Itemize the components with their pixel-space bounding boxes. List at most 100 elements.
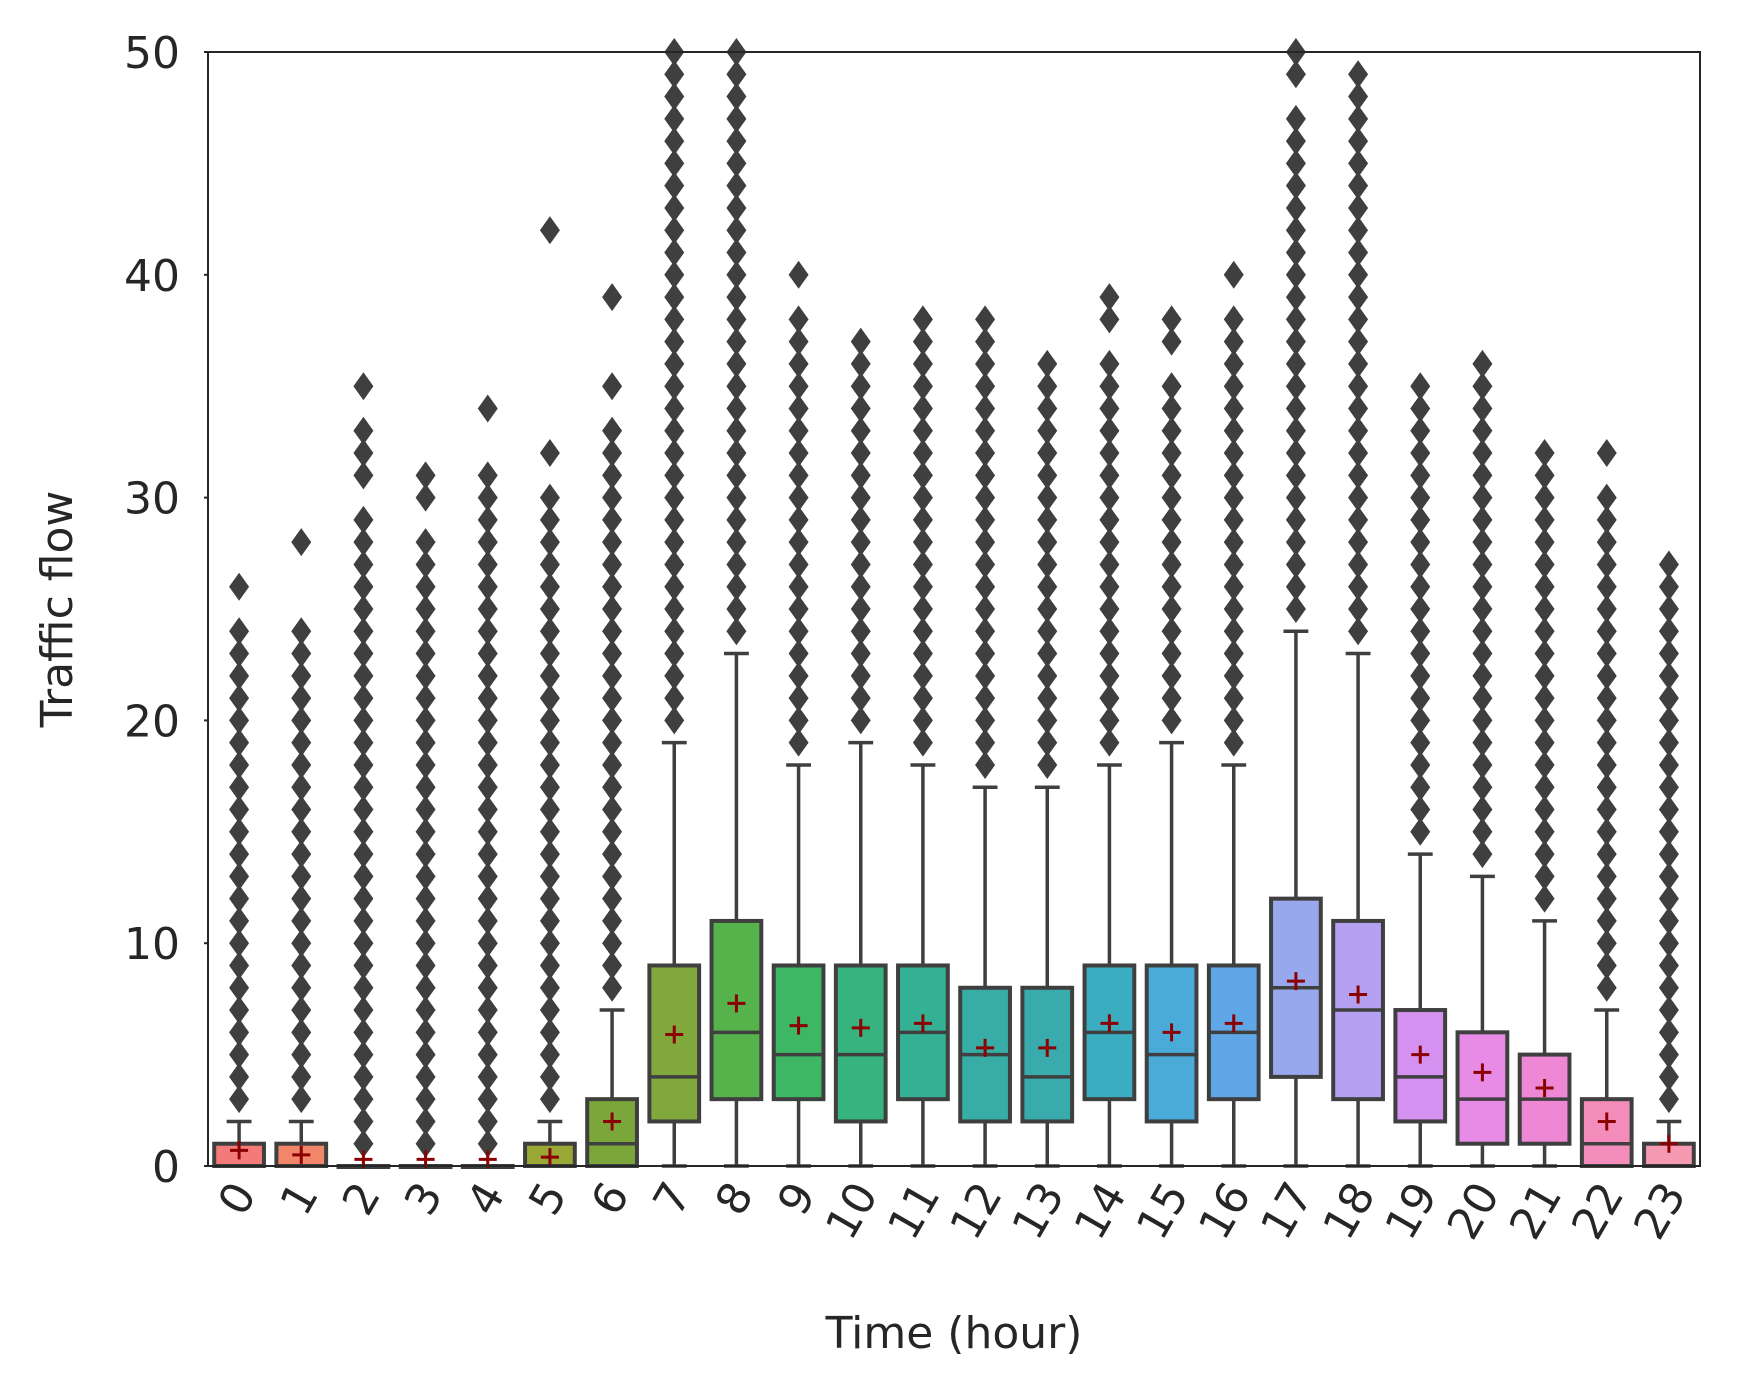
outlier-point [850, 416, 871, 445]
outlier-point [1534, 684, 1555, 713]
outlier-point [602, 728, 623, 757]
outlier-point [664, 60, 685, 89]
outlier-point [975, 372, 996, 401]
outlier-point [415, 461, 436, 490]
outlier-point [602, 572, 623, 601]
outlier-point [415, 862, 436, 891]
outlier-point [291, 884, 312, 913]
outlier-point [539, 528, 560, 557]
outlier-point [477, 773, 498, 802]
outlier-point [975, 706, 996, 735]
outlier-point [539, 1062, 560, 1091]
outlier-point [975, 550, 996, 579]
outlier-point [1285, 305, 1306, 334]
outlier-point [415, 550, 436, 579]
outlier-point [1472, 817, 1493, 846]
outlier-point [726, 193, 747, 222]
outlier-point [1161, 550, 1182, 579]
outlier-point [1285, 595, 1306, 623]
outlier-point [1037, 372, 1058, 401]
outlier-point [1223, 595, 1244, 623]
outlier-point [788, 483, 809, 512]
outlier-point [353, 461, 374, 490]
outlier-point [1223, 394, 1244, 423]
mean-marker [1411, 1045, 1430, 1064]
outlier-point [726, 461, 747, 490]
outlier-point [415, 528, 436, 557]
outlier-point [1161, 439, 1182, 468]
outlier-point [1161, 416, 1182, 445]
outlier-point [1037, 572, 1058, 601]
outlier-point [1348, 327, 1369, 356]
outlier-point [1658, 1018, 1679, 1047]
outlier-point [1285, 572, 1306, 601]
outlier-point [415, 951, 436, 980]
outlier-point [1658, 550, 1679, 579]
outlier-point [353, 929, 374, 958]
outlier-point [1161, 483, 1182, 512]
outlier-point [353, 840, 374, 869]
outlier-point [664, 550, 685, 579]
outlier-point [602, 439, 623, 468]
outlier-point [1223, 327, 1244, 356]
outlier-point [1410, 439, 1431, 468]
outlier-point [788, 416, 809, 445]
outlier-point [1285, 528, 1306, 557]
outlier-point [477, 528, 498, 557]
outlier-point [1410, 639, 1431, 668]
outlier-point [1410, 750, 1431, 779]
outlier-point [1037, 439, 1058, 468]
outlier-point [1348, 104, 1369, 133]
outlier-point [1161, 461, 1182, 490]
outlier-point [1285, 372, 1306, 401]
outlier-point [850, 550, 871, 579]
outlier-point [291, 728, 312, 757]
outlier-point [477, 951, 498, 980]
outlier-point [229, 661, 250, 690]
outlier-point [664, 461, 685, 490]
outlier-point [539, 750, 560, 779]
outlier-point [788, 528, 809, 557]
outlier-point [415, 661, 436, 690]
outlier-point [850, 349, 871, 378]
outlier-point [291, 817, 312, 846]
outlier-point [1285, 216, 1306, 245]
outlier-point [1037, 550, 1058, 579]
outlier-point [664, 349, 685, 378]
outlier-point [353, 773, 374, 802]
outlier-point [1472, 684, 1493, 713]
outlier-point [1596, 862, 1617, 891]
outlier-point [602, 595, 623, 623]
outlier-point [1534, 528, 1555, 557]
outlier-point [602, 617, 623, 646]
outlier-point [1348, 572, 1369, 601]
outlier-point [664, 639, 685, 668]
outlier-point [1534, 750, 1555, 779]
outlier-point [975, 349, 996, 378]
outlier-point [477, 884, 498, 913]
outlier-point [1596, 817, 1617, 846]
outlier-point [1658, 572, 1679, 601]
outlier-point [602, 283, 623, 312]
outlier-point [1348, 305, 1369, 334]
outlier-point [477, 1107, 498, 1136]
outlier-point [726, 595, 747, 623]
outlier-point [664, 283, 685, 312]
outlier-point [1534, 661, 1555, 690]
outlier-point [1596, 973, 1617, 1002]
outlier-point [1037, 617, 1058, 646]
outlier-point [1596, 750, 1617, 779]
outlier-point [912, 372, 933, 401]
box-group-1 [274, 528, 329, 1168]
box-group-17 [1269, 38, 1323, 1168]
outlier-point [1534, 572, 1555, 601]
outlier-point [664, 372, 685, 401]
outlier-point [726, 372, 747, 401]
outlier-point [602, 929, 623, 958]
outlier-point [1472, 728, 1493, 757]
outlier-point [1161, 661, 1182, 690]
outlier-point [912, 572, 933, 601]
outlier-point [726, 617, 747, 646]
outlier-point [1596, 951, 1617, 980]
